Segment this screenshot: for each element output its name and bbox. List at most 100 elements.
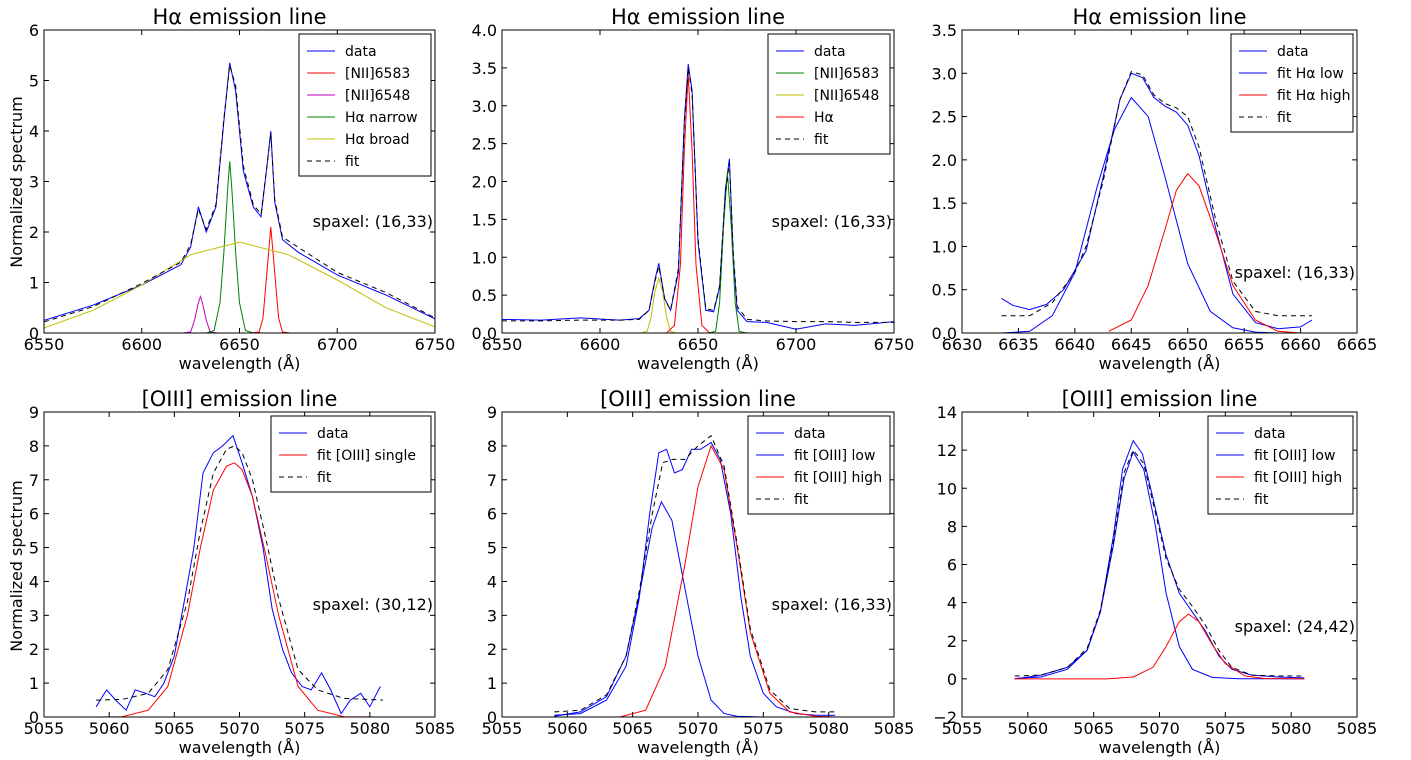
y-tick-label: 3: [487, 606, 497, 625]
series-line-4: [206, 161, 254, 333]
y-tick-label: 0: [29, 708, 39, 727]
chart-panel-2: 6550 6600 6650 6700 6750 0.0 0.5 1.0 1.5 2.0 2.5 3.…: [472, 5, 915, 373]
series-line-5: [44, 241, 435, 329]
legend-label: Hα narrow: [345, 110, 418, 126]
y-tick-label: 1: [487, 674, 497, 693]
legend-label: fit: [1254, 492, 1269, 508]
x-axis-label: wavelength (Å): [1099, 738, 1221, 757]
plot-lines: [554, 434, 836, 717]
plot-lines: [1001, 70, 1313, 333]
series-line-1: [554, 441, 836, 716]
chart-title: Hα emission line: [1073, 5, 1247, 29]
y-tick-label: 3: [29, 606, 39, 625]
y-tick-label: 5: [487, 539, 497, 558]
series-line-4: [666, 73, 711, 333]
series-line-2: [554, 500, 764, 717]
spaxel-annotation: spaxel: (16,33): [772, 595, 892, 614]
spaxel-annotation: spaxel: (30,12): [313, 595, 433, 614]
y-tick-label: 1: [29, 274, 39, 293]
y-tick-label: 6: [947, 556, 957, 575]
chart-title: [OIII] emission line: [142, 387, 338, 411]
x-tick-label: 6655: [1224, 335, 1265, 354]
x-tick-label: 5080: [808, 719, 849, 738]
y-axis-label-top-row: Normalized spectrum: [7, 96, 26, 268]
x-tick-label: 5085: [415, 719, 456, 738]
y-tick-label: 2: [29, 223, 39, 242]
y-tick-label: 4: [29, 572, 39, 591]
plot-lines: [95, 434, 383, 717]
series-line-2: [96, 462, 383, 717]
y-tick-label: 2.0: [932, 151, 957, 170]
chart-panel-4: 5055 5060 5065 5070 5075 5080 5085 0 1 2 3 4 5 6 7 8 9 [O…: [24, 387, 456, 757]
x-tick-label: 6640: [1054, 335, 1095, 354]
y-tick-label: 1.0: [932, 237, 957, 256]
legend-label: Hα broad: [345, 132, 410, 148]
legend-label: [NII]6548: [345, 88, 410, 104]
legend-label: fit Hα low: [1277, 66, 1344, 82]
x-axis-label: wavelength (Å): [179, 738, 301, 757]
chart-panel-5: 5055 5060 5065 5070 5075 5080 5085 0 1 2 3 4 5 6 7 8 9 [O…: [482, 387, 915, 757]
legend-label: Hα: [814, 110, 834, 126]
y-tick-label: 5: [29, 539, 39, 558]
legend-label: [NII]6583: [814, 66, 879, 82]
x-axis-label: wavelength (Å): [1099, 354, 1221, 373]
y-tick-label: 8: [487, 437, 497, 456]
legend-label: fit [OIII] low: [794, 448, 875, 464]
x-tick-label: 5065: [154, 719, 195, 738]
x-axis-label: wavelength (Å): [637, 738, 759, 757]
legend: data [NII]6583 [NII]6548 Hα narrow Hα broad f…: [298, 33, 432, 177]
x-tick-label: 5070: [1139, 719, 1180, 738]
series-line-1: [1001, 72, 1313, 330]
y-tick-label: 9: [29, 403, 39, 422]
y-tick-label: 7: [487, 471, 497, 490]
y-tick-label: 0.5: [472, 286, 497, 305]
legend-frame: [1207, 415, 1354, 515]
y-tick-label: 7: [29, 471, 39, 490]
series-line-3: [1014, 613, 1305, 680]
y-tick-label: 14: [937, 403, 957, 422]
series-line-5: [502, 67, 894, 323]
x-tick-label: 5070: [219, 719, 260, 738]
x-tick-label: 5065: [612, 719, 653, 738]
legend: data [NII]6583 [NII]6548 Hα fit: [767, 33, 891, 155]
legend-label: [NII]6583: [345, 66, 410, 82]
y-tick-label: 6: [29, 21, 39, 40]
legend-frame: [767, 33, 891, 155]
series-line-3: [619, 444, 836, 717]
y-tick-label: 1: [29, 674, 39, 693]
series-line-4: [1014, 449, 1305, 677]
x-tick-label: 5055: [24, 719, 65, 738]
y-tick-label: 2.5: [472, 135, 497, 154]
x-tick-label: 6650: [678, 335, 719, 354]
legend-label: fit: [317, 470, 332, 486]
x-tick-label: 5060: [547, 719, 588, 738]
x-tick-label: 5075: [743, 719, 784, 738]
x-tick-label: 5085: [874, 719, 915, 738]
series-line-2: [251, 226, 291, 333]
y-tick-label: 1.5: [472, 210, 497, 229]
legend-frame: [747, 415, 891, 515]
x-tick-label: 6650: [1167, 335, 1208, 354]
x-tick-label: 6750: [874, 335, 915, 354]
x-tick-label: 5075: [1205, 719, 1246, 738]
legend-label: fit: [1277, 110, 1292, 126]
legend-label: [NII]6548: [814, 88, 879, 104]
series-line-4: [554, 434, 836, 713]
y-tick-label: 2.0: [472, 173, 497, 192]
x-tick-label: 6645: [1111, 335, 1152, 354]
y-tick-label: 0.5: [932, 281, 957, 300]
chart-title: Hα emission line: [153, 5, 327, 29]
legend-frame: [298, 33, 432, 177]
x-tick-label: 5080: [1271, 719, 1312, 738]
y-tick-label: 3.5: [472, 59, 497, 78]
y-tick-label: 3.0: [932, 64, 957, 83]
y-tick-label: 2: [947, 632, 957, 651]
plot-lines: [44, 62, 435, 333]
legend-label: fit: [345, 154, 360, 170]
x-tick-label: 6550: [482, 335, 523, 354]
y-axis-label-bottom-row: Normalized spectrum: [7, 480, 26, 652]
y-tick-label: 0.0: [932, 324, 957, 343]
y-tick-label: 1.5: [932, 194, 957, 213]
x-tick-label: 5065: [1073, 719, 1114, 738]
chart-title: [OIII] emission line: [600, 387, 796, 411]
